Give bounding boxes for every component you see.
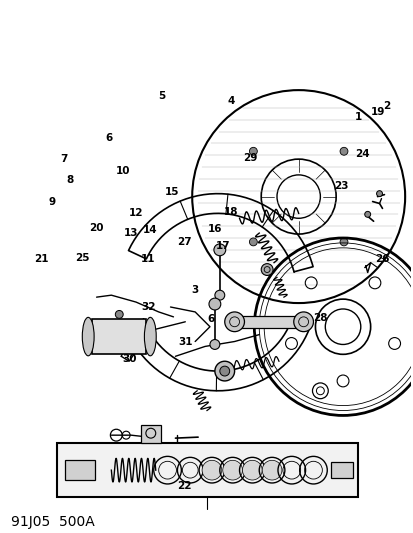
Text: 1: 1 [354,112,361,122]
Text: 20: 20 [89,223,104,233]
Text: 6: 6 [105,133,112,143]
Bar [330,462,352,478]
Text: 15: 15 [165,187,179,197]
Bar [65,461,95,480]
Text: 11: 11 [140,254,155,264]
Circle shape [219,366,229,376]
Circle shape [339,238,347,246]
Circle shape [209,340,219,350]
Circle shape [242,461,261,480]
Text: 6: 6 [207,314,214,324]
Text: 30: 30 [122,354,136,364]
Circle shape [147,341,154,349]
Text: 13: 13 [124,228,138,238]
Bar [92,319,146,354]
Text: 22: 22 [177,481,191,491]
Circle shape [261,461,281,480]
Circle shape [115,310,123,318]
Circle shape [214,361,234,381]
Circle shape [209,298,220,310]
Circle shape [293,312,313,332]
Text: 29: 29 [243,153,257,163]
Text: 26: 26 [374,254,389,264]
Circle shape [364,212,370,217]
Text: 7: 7 [60,154,68,164]
Circle shape [249,147,257,155]
Ellipse shape [144,317,156,356]
Text: 2: 2 [382,101,389,111]
Circle shape [214,290,224,300]
Circle shape [222,461,242,480]
Ellipse shape [82,317,94,356]
Text: 9: 9 [48,197,55,207]
Text: 14: 14 [142,225,157,235]
Circle shape [249,238,257,246]
Circle shape [261,264,273,276]
Circle shape [202,461,221,480]
Text: 21: 21 [34,254,49,264]
Circle shape [214,244,225,256]
Text: 23: 23 [334,181,348,191]
Text: 8: 8 [66,175,74,185]
Text: 31: 31 [178,337,192,347]
Circle shape [224,312,244,332]
Text: 32: 32 [141,302,156,312]
Text: 16: 16 [207,224,222,234]
Text: 18: 18 [224,207,238,216]
Text: 5: 5 [158,91,165,101]
Text: 24: 24 [355,149,369,159]
Bar [57,443,357,497]
Text: 25: 25 [75,253,90,263]
Circle shape [339,147,347,155]
Text: 3: 3 [191,285,198,295]
Text: 12: 12 [128,208,142,218]
Text: 27: 27 [177,237,191,247]
Text: 19: 19 [370,107,385,117]
Text: 28: 28 [313,313,327,322]
Text: 91J05  500A: 91J05 500A [11,515,94,529]
Bar [140,425,160,443]
Bar [234,316,303,328]
Text: 10: 10 [116,166,130,175]
Text: 4: 4 [227,96,235,106]
Circle shape [376,191,382,197]
Text: 17: 17 [216,241,230,251]
